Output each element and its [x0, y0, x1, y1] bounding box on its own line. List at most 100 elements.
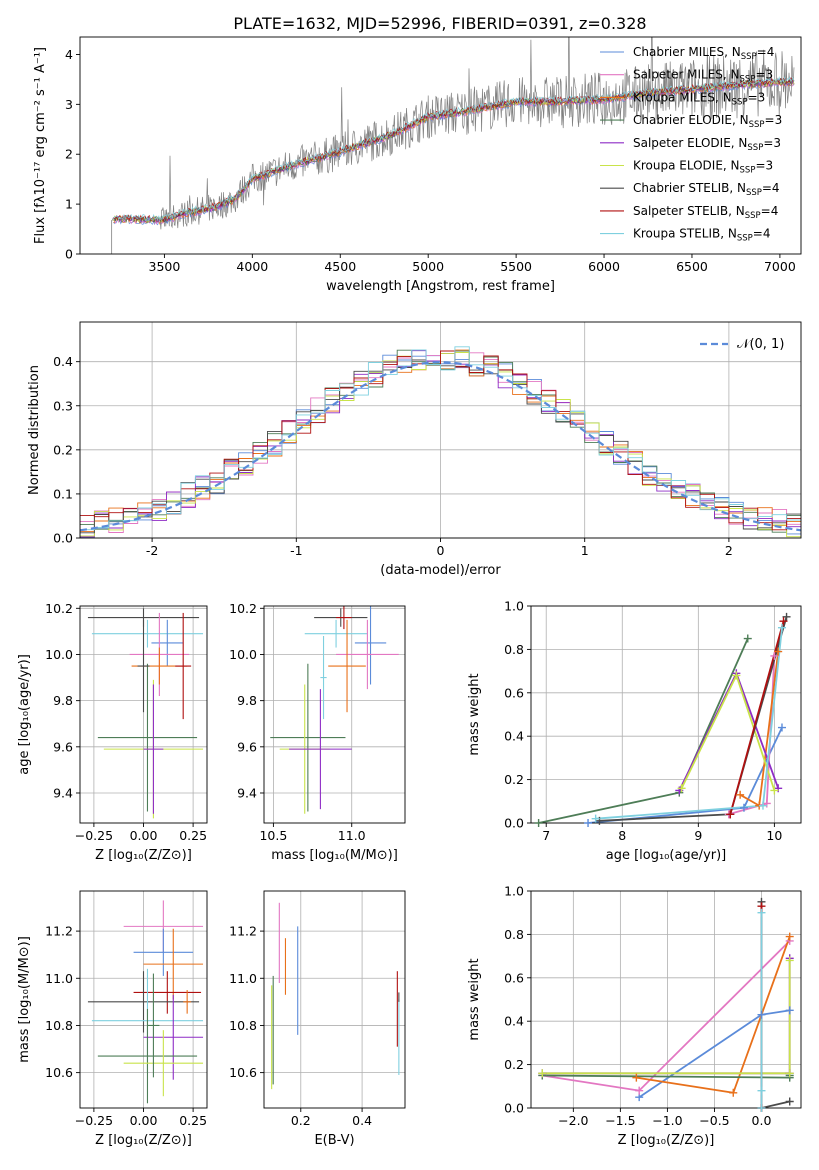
weight-marker: [782, 612, 791, 621]
y-tick-label: 0.4: [504, 729, 524, 744]
y-tick-label: 9.4: [53, 785, 73, 800]
y-tick-label: 0.1: [53, 486, 73, 501]
weight-marker: [785, 1097, 794, 1106]
histogram-step: [80, 346, 801, 538]
axes-frame: [79, 36, 802, 255]
weight-vs-Z-xlabel: Z [log₁₀(Z/Z⊙)]: [618, 1133, 715, 1148]
x-tick-label: 6500: [676, 259, 708, 274]
legend-entry: Salpeter MILES, NSSP=3: [633, 68, 773, 85]
y-tick-label: 2: [65, 147, 73, 162]
normal-curve: [80, 360, 801, 532]
weight-marker: [779, 617, 788, 626]
legend-entry: 𝒩(0, 1): [737, 337, 784, 352]
x-tick-label: 0.4: [352, 1113, 372, 1128]
age-vs-mass-axes: 10.5 11.0 9.4 9.6 9.8 10.0 10.2 mass [log₁₀(M/M…: [229, 601, 406, 863]
x-tick-label: 7000: [764, 259, 796, 274]
y-tick-label: 9.8: [53, 693, 73, 708]
x-tick-label: 0.00: [130, 828, 158, 843]
figure-title: PLATE=1632, MJD=52996, FIBERID=0391, z=0…: [233, 14, 646, 33]
y-tick-label: 1: [65, 197, 73, 212]
weight-marker: [770, 651, 779, 660]
age-vs-mass-xlabel: mass [log₁₀(M/M⊙)]: [271, 848, 398, 863]
weight-marker: [726, 810, 735, 819]
weight-vs-Z-plot-area: [542, 901, 791, 1108]
weight-marker: [758, 801, 767, 810]
y-tick-label: 1.0: [504, 884, 524, 899]
age-vs-mass-plot-area: [270, 606, 399, 814]
legend-entry: Salpeter ELODIE, NSSP=3: [633, 136, 781, 153]
y-tick-label: 1.0: [504, 599, 524, 614]
weight-series-line: [538, 638, 749, 823]
x-tick-label: -1: [290, 543, 302, 558]
y-tick-label: 0.6: [504, 685, 524, 700]
weight-marker: [774, 647, 783, 656]
mass-vs-Z-xlabel: Z [log₁₀(Z/Z⊙)]: [95, 1133, 192, 1148]
age-vs-Z-ylabel: age [log₁₀(age/yr)]: [17, 654, 32, 775]
axes-frame: [530, 605, 802, 824]
mass-vs-Z-plot-area: [87, 900, 204, 1104]
x-tick-label: 0: [437, 543, 445, 558]
age-vs-Z-axes: −0.25 0.00 0.25 9.4 9.6 9.8 10.0 10.2 Z [log₁₀(Z…: [17, 601, 208, 863]
y-tick-label: 10.6: [45, 1065, 73, 1080]
legend-entry: Chabrier MILES, NSSP=4: [633, 45, 774, 62]
y-tick-label: 9.6: [237, 739, 257, 754]
weight-marker: [777, 623, 786, 632]
y-tick-label: 9.8: [237, 693, 257, 708]
age-vs-Z-xlabel: Z [log₁₀(Z/Z⊙)]: [95, 848, 192, 863]
x-tick-label: 0.0: [752, 1113, 772, 1128]
x-tick-label: 11.0: [338, 828, 366, 843]
y-tick-label: 3: [65, 97, 73, 112]
legend-entry: Salpeter STELIB, NSSP=4: [633, 204, 778, 221]
weight-marker: [591, 814, 600, 823]
weight-vs-age-axes: 7 8 9 10 0.0 0.2 0.4 0.6 0.8 1.0 age [log₁₀(age/yr…: [467, 599, 802, 863]
axes-frame: [263, 605, 406, 824]
residual-hist-ylabel: Normed distribution: [27, 365, 42, 495]
y-tick-label: 0.0: [53, 531, 73, 546]
y-tick-label: 9.4: [237, 785, 257, 800]
y-tick-label: 10.2: [229, 601, 257, 616]
y-tick-label: 10.0: [45, 647, 73, 662]
x-tick-label: 0.25: [179, 828, 207, 843]
y-tick-label: 9.6: [53, 739, 73, 754]
weight-vs-age-plot-area: [538, 616, 788, 823]
weight-marker: [584, 819, 593, 827]
mass-vs-ebv-xlabel: E(B-V): [314, 1133, 354, 1148]
y-tick-label: 0: [65, 247, 73, 262]
x-tick-label: 10.5: [259, 828, 287, 843]
weight-series-line: [542, 940, 791, 1092]
y-tick-label: 0.4: [504, 1014, 524, 1029]
x-tick-label: 0.00: [130, 1113, 158, 1128]
x-tick-label: 2: [725, 543, 733, 558]
weight-vs-Z-ylabel: mass weight: [467, 958, 482, 1040]
weight-marker: [677, 784, 686, 793]
y-tick-label: 11.0: [45, 971, 73, 986]
legend-entry: Chabrier STELIB, NSSP=4: [633, 181, 780, 198]
weight-series-line: [542, 958, 791, 1075]
x-tick-label: −1.5: [605, 1113, 635, 1128]
x-tick-label: 4500: [324, 259, 356, 274]
spectrum-data-line: [111, 37, 795, 230]
spectrum-model-line: [113, 81, 795, 226]
y-tick-label: 0.8: [504, 642, 524, 657]
weight-marker: [632, 1073, 641, 1082]
weight-marker: [785, 932, 794, 941]
spectrum-xlabel: wavelength [Angstrom, rest frame]: [326, 279, 555, 294]
x-tick-label: 10: [766, 828, 782, 843]
mass-vs-ebv-axes: 0.2 0.4 10.6 10.8 11.0 11.2 E(B-V): [229, 890, 406, 1148]
weight-marker: [538, 1069, 547, 1078]
x-tick-label: −0.5: [699, 1113, 729, 1128]
spectrum-axes: 3500 4000 4500 5000 5500 6000 6500 7000 0 1 2 3 4 wav…: [33, 36, 802, 294]
weight-marker: [739, 803, 748, 812]
x-tick-label: 5000: [412, 259, 444, 274]
y-tick-label: 11.2: [45, 924, 73, 939]
y-tick-label: 10.6: [229, 1065, 257, 1080]
x-tick-label: -2: [146, 543, 158, 558]
x-tick-label: 5500: [500, 259, 532, 274]
legend-entry: Chabrier ELODIE, NSSP=3: [633, 113, 782, 130]
mass-vs-ebv-plot-area: [271, 902, 400, 1090]
weight-series-line: [729, 620, 785, 815]
y-tick-label: 4: [65, 47, 73, 62]
y-tick-label: 11.2: [229, 924, 257, 939]
y-tick-label: 0.2: [504, 772, 524, 787]
